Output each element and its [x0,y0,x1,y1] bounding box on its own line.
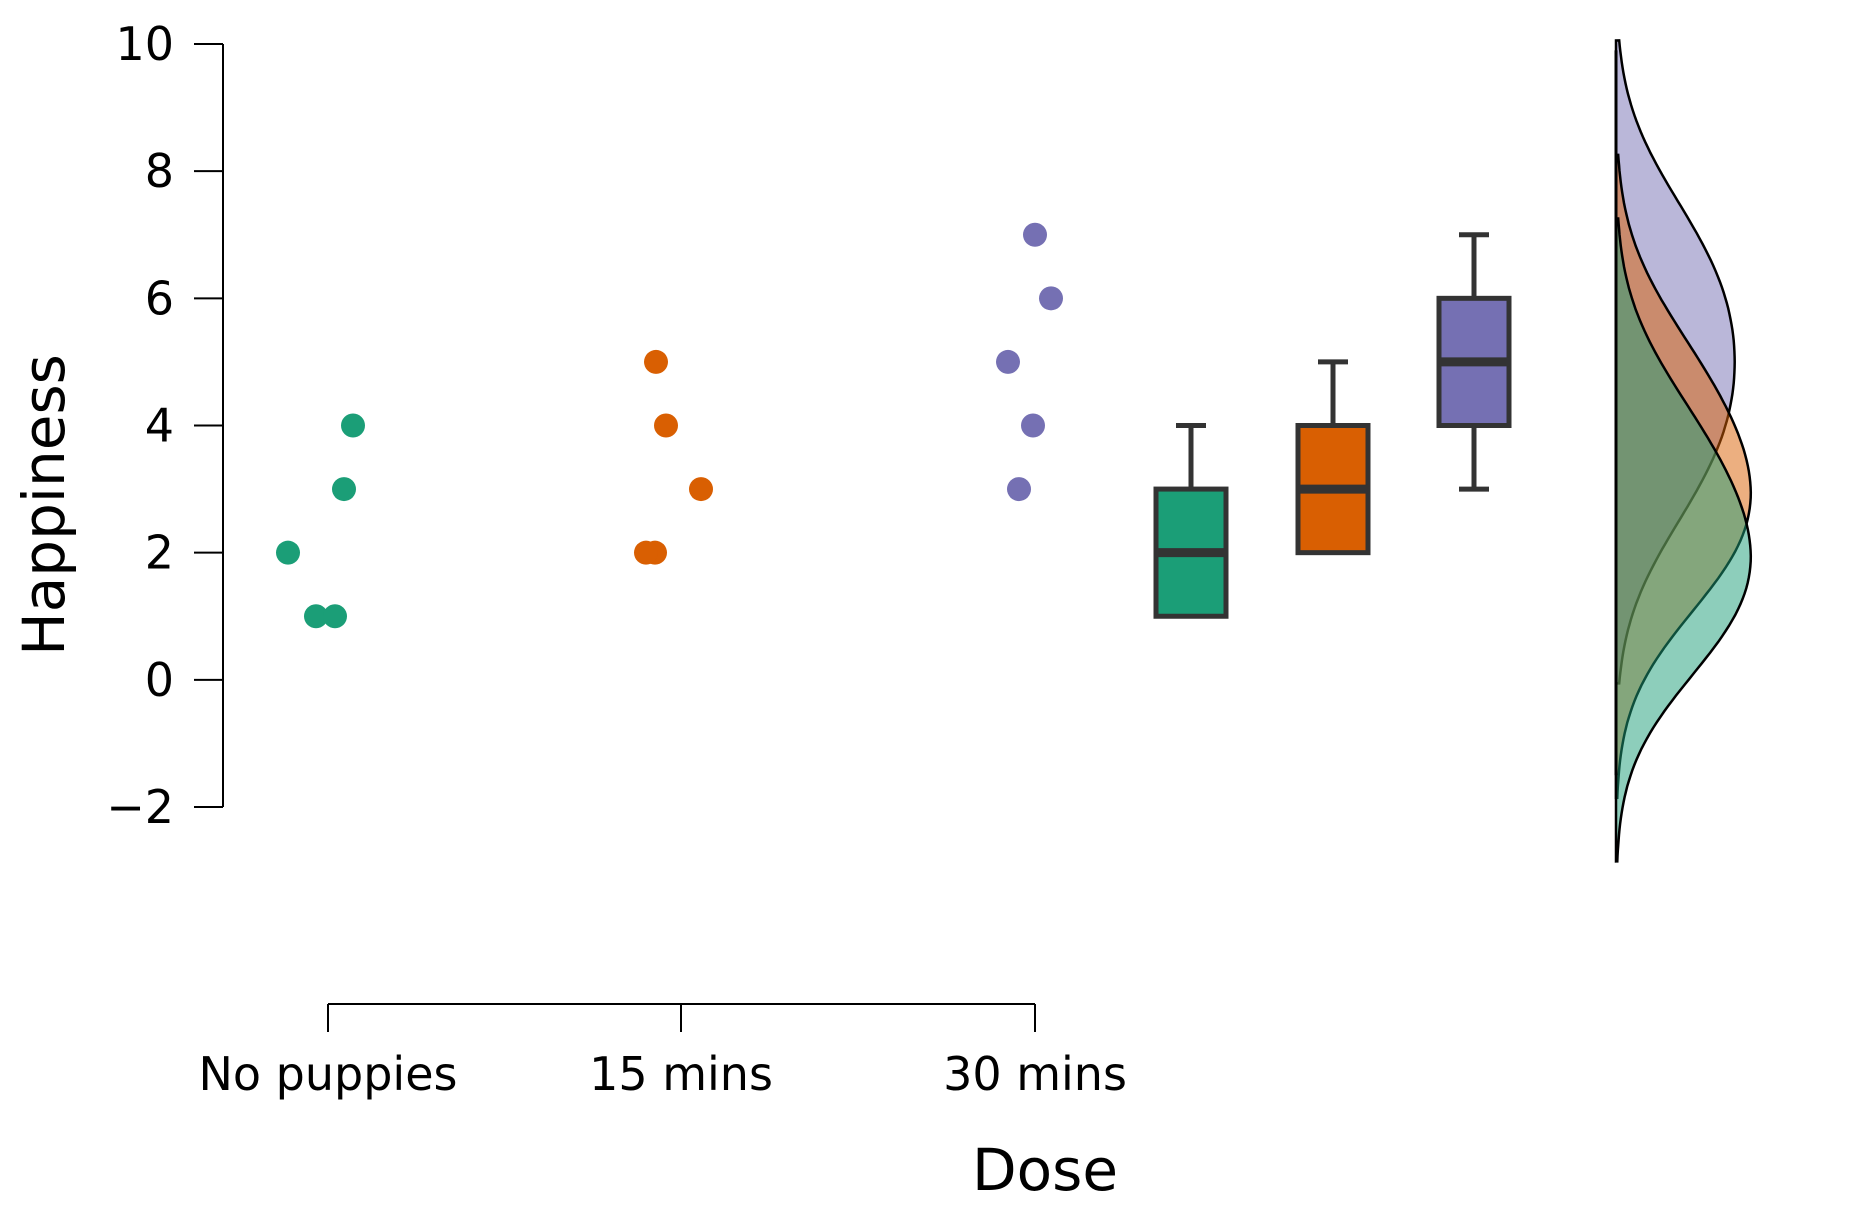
box-plots [1153,232,1512,619]
data-points [276,222,1063,629]
data-point [332,477,356,502]
data-point [323,604,347,629]
y-tick-label: 6 [145,271,174,325]
y-tick-label: −2 [106,780,174,834]
y-tick-label: 2 [145,526,174,580]
data-point [1021,413,1045,438]
data-point [634,540,658,565]
data-point [276,540,300,565]
x-tick-label: 15 mins [589,1047,773,1101]
x-axis: No puppies 15 mins 30 mins [199,1003,1127,1101]
y-tick-label: 10 [115,17,174,71]
y-axis: −2 0 2 4 6 8 10 [106,17,224,834]
data-point [1039,286,1063,311]
density-clouds [1614,39,1753,863]
x-tick-label: 30 mins [943,1047,1127,1101]
density-cloud [1614,217,1753,863]
y-tick-label: 0 [145,653,174,707]
data-point [654,413,678,438]
data-point [341,413,365,438]
x-tick-label: No puppies [199,1047,458,1101]
data-point [996,349,1020,374]
data-point [644,349,668,374]
x-axis-title: Dose [972,1136,1118,1204]
y-axis-title: Happiness [10,354,78,656]
y-tick-label: 8 [145,144,174,198]
data-point [1023,222,1047,247]
data-point [304,604,328,629]
data-point [1007,477,1031,502]
y-tick-label: 4 [145,399,174,453]
data-point [689,477,713,502]
